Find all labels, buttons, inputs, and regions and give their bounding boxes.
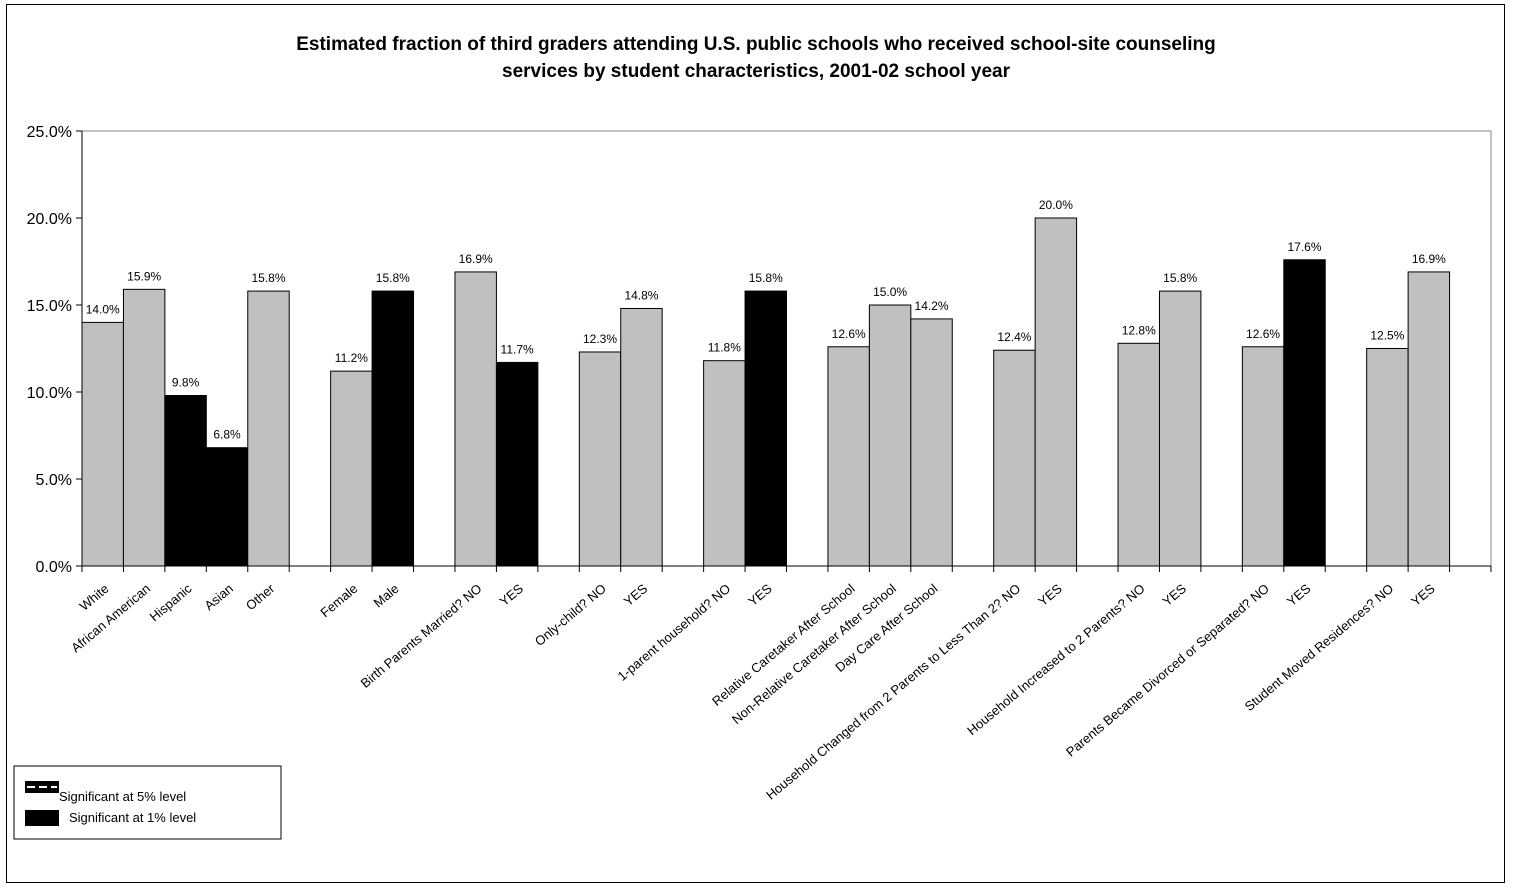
- category-label: YES: [1408, 581, 1438, 609]
- y-tick-label: 15.0%: [27, 298, 72, 315]
- category-label: Asian: [201, 581, 236, 613]
- bar: [1241, 346, 1285, 567]
- data-label: 9.8%: [172, 375, 200, 389]
- bar: [205, 447, 249, 567]
- data-label: 12.6%: [832, 327, 866, 341]
- y-tick-label: 0.0%: [36, 559, 72, 576]
- data-label: 16.9%: [459, 252, 493, 266]
- chart-title-line: services by student characteristics, 200…: [502, 61, 1011, 82]
- bar: [910, 318, 953, 567]
- bar: [620, 307, 663, 567]
- data-label: 12.6%: [1246, 327, 1280, 341]
- category-label: YES: [1035, 581, 1065, 609]
- category-label: Female: [317, 581, 360, 620]
- category-label: White: [77, 581, 112, 614]
- bar: [744, 290, 788, 567]
- category-label: YES: [1160, 581, 1190, 609]
- chart-title: Estimated fraction of third graders atte…: [296, 34, 1216, 82]
- bar: [1366, 348, 1409, 567]
- legend-box: [13, 765, 282, 840]
- bar: [371, 290, 415, 567]
- data-label: 20.0%: [1039, 198, 1073, 212]
- bar: [868, 304, 912, 567]
- bar: [454, 271, 497, 567]
- bar: [578, 351, 622, 567]
- bar: [827, 346, 870, 567]
- data-label: 14.2%: [915, 299, 949, 313]
- category-label: Male: [371, 581, 402, 611]
- legend: Significant at 5% level Significant at 1%…: [13, 765, 282, 840]
- legend-label: Significant at 5% level: [59, 789, 186, 804]
- data-label: 16.9%: [1412, 252, 1446, 266]
- data-label: 15.8%: [749, 271, 783, 285]
- bar: [122, 288, 166, 567]
- category-label: Student Moved Residences? NO: [1242, 581, 1397, 714]
- y-tick-label: 5.0%: [36, 472, 72, 489]
- bar: [164, 394, 207, 567]
- bar: [247, 290, 290, 567]
- bar: [1034, 217, 1078, 567]
- category-label: YES: [1284, 581, 1314, 609]
- category-label: YES: [621, 581, 651, 609]
- data-label: 12.8%: [1122, 323, 1156, 337]
- data-label: 12.4%: [997, 330, 1031, 344]
- bar: [1158, 290, 1202, 567]
- data-label: 12.5%: [1370, 329, 1404, 343]
- bar: [1283, 259, 1326, 567]
- data-label: 15.8%: [376, 271, 410, 285]
- bar: [1117, 342, 1160, 567]
- y-tick-label: 20.0%: [27, 211, 72, 228]
- category-label: Only-child? NO: [532, 581, 609, 649]
- y-tick-label: 25.0%: [27, 124, 72, 141]
- data-label: 15.8%: [251, 271, 285, 285]
- category-label: YES: [745, 581, 775, 609]
- y-tick-label: 10.0%: [27, 385, 72, 402]
- data-label: 15.8%: [1163, 271, 1197, 285]
- category-label: Other: [243, 580, 278, 613]
- chart-title-line: Estimated fraction of third graders atte…: [296, 34, 1216, 55]
- data-label: 14.0%: [86, 302, 120, 316]
- data-label: 6.8%: [213, 428, 241, 442]
- data-label: 12.3%: [583, 332, 617, 346]
- data-label: 11.8%: [708, 341, 741, 355]
- bar: [1407, 271, 1451, 567]
- data-label: 17.6%: [1287, 240, 1321, 254]
- data-labels: 14.0% 15.9% 9.8% 6.8% 15.8% 11.2% 15.8% 16.9% 11…: [86, 198, 1446, 442]
- data-label: 11.7%: [501, 342, 534, 356]
- legend-label: Significant at 1% level: [69, 810, 196, 825]
- bar: [703, 360, 746, 567]
- axes: [81, 131, 1492, 572]
- data-label: 15.9%: [127, 269, 161, 283]
- bar: [81, 321, 124, 567]
- bar: [993, 349, 1036, 567]
- y-axis-ticks: 0.0% 5.0% 10.0% 15.0% 20.0% 25.0%: [27, 124, 82, 576]
- bar: [495, 361, 539, 567]
- data-label: 15.0%: [873, 285, 907, 299]
- data-label: 11.2%: [335, 351, 368, 365]
- data-label: 14.8%: [624, 288, 658, 302]
- category-label: YES: [496, 581, 526, 609]
- bar: [330, 370, 373, 567]
- bars: [81, 217, 1451, 567]
- category-label: Hispanic: [147, 580, 195, 624]
- legend-swatch-solid: [25, 810, 59, 826]
